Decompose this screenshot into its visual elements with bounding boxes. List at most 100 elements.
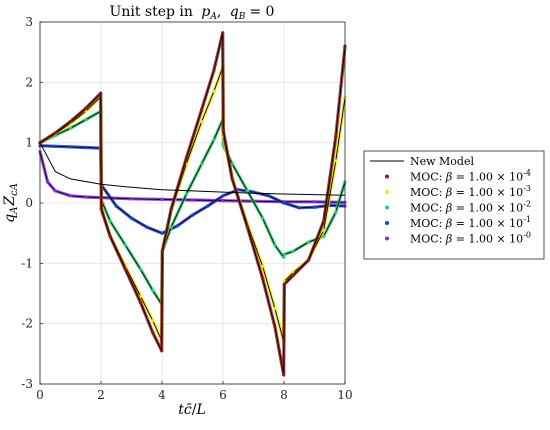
data-point bbox=[230, 162, 234, 166]
data-point bbox=[68, 194, 73, 198]
data-point bbox=[306, 240, 310, 244]
y-tick-label: -3 bbox=[21, 377, 33, 391]
legend-item: MOC: β = 1.00 × 10-1 bbox=[385, 215, 531, 230]
data-point bbox=[261, 276, 265, 280]
data-point bbox=[114, 204, 118, 208]
data-point bbox=[334, 210, 338, 214]
data-point bbox=[123, 267, 127, 271]
data-point bbox=[68, 119, 73, 124]
series-layer bbox=[38, 31, 347, 377]
data-point bbox=[84, 145, 88, 150]
data-point bbox=[282, 252, 286, 256]
legend-box bbox=[363, 150, 545, 260]
series-core-line bbox=[39, 145, 346, 234]
x-tick-label: 10 bbox=[337, 388, 352, 402]
data-point bbox=[212, 89, 216, 93]
data-point bbox=[221, 194, 225, 198]
data-point bbox=[322, 219, 326, 223]
data-point bbox=[139, 301, 143, 305]
data-point bbox=[99, 91, 103, 95]
data-point bbox=[261, 264, 265, 268]
data-point bbox=[200, 162, 204, 166]
ticks: 0 2 4 6 8 10 -3 -2 -1 0 1 2 3 bbox=[21, 15, 352, 402]
legend-marker-swatch bbox=[385, 205, 389, 210]
series-line bbox=[39, 142, 346, 196]
y-tick-label: -2 bbox=[21, 317, 33, 331]
x-tick-label: 6 bbox=[219, 388, 227, 402]
data-point bbox=[322, 228, 326, 232]
data-point bbox=[245, 189, 249, 193]
data-point bbox=[282, 255, 286, 259]
data-point bbox=[306, 258, 310, 262]
data-point bbox=[123, 243, 127, 247]
legend-marker-swatch bbox=[385, 221, 389, 225]
data-point bbox=[221, 199, 225, 203]
legend-item: New Model bbox=[370, 155, 474, 168]
data-point bbox=[108, 234, 112, 238]
data-point bbox=[108, 219, 112, 223]
data-point bbox=[312, 205, 317, 209]
data-point bbox=[53, 131, 57, 135]
x-tick-label: 4 bbox=[158, 388, 166, 402]
data-point bbox=[245, 225, 249, 229]
legend-item: MOC: β = 1.00 × 10-3 bbox=[385, 184, 531, 199]
data-point bbox=[129, 197, 134, 201]
data-point bbox=[169, 225, 173, 229]
data-point bbox=[99, 207, 103, 211]
data-point bbox=[273, 307, 277, 311]
data-point bbox=[297, 206, 301, 210]
data-point bbox=[160, 249, 164, 253]
data-point bbox=[291, 273, 295, 277]
legend-label: New Model bbox=[410, 155, 474, 168]
data-point bbox=[190, 198, 195, 202]
y-tick-label: -1 bbox=[21, 256, 33, 270]
series-0 bbox=[39, 142, 346, 196]
legend-item: MOC: β = 1.00 × 10-2 bbox=[385, 200, 531, 215]
data-point bbox=[68, 145, 73, 149]
data-point bbox=[151, 319, 155, 323]
data-point bbox=[139, 267, 143, 271]
data-point bbox=[151, 331, 155, 335]
data-point bbox=[221, 129, 225, 133]
legend-marker-swatch bbox=[385, 174, 389, 179]
data-point bbox=[190, 213, 195, 217]
data-point bbox=[46, 180, 50, 184]
legend-item: MOC: β = 1.00 × 10-0 bbox=[385, 231, 531, 246]
data-point bbox=[212, 68, 216, 72]
y-tick-label: 2 bbox=[25, 75, 33, 89]
data-point bbox=[145, 225, 149, 229]
legend-label: MOC: β = 1.00 × 10-1 bbox=[410, 215, 531, 230]
legend-label: MOC: β = 1.00 × 10-4 bbox=[410, 169, 531, 184]
legend-label: MOC: β = 1.00 × 10-3 bbox=[410, 184, 531, 199]
data-point bbox=[312, 200, 317, 204]
data-point bbox=[200, 119, 204, 124]
data-point bbox=[273, 325, 277, 329]
legend-item: MOC: β = 1.00 × 10-4 bbox=[385, 169, 531, 184]
legend-marker-swatch bbox=[385, 236, 389, 241]
data-point bbox=[200, 107, 204, 112]
data-point bbox=[273, 243, 277, 247]
data-point bbox=[84, 106, 88, 110]
series-1 bbox=[38, 31, 347, 377]
data-point bbox=[160, 197, 164, 201]
x-tick-label: 8 bbox=[280, 388, 288, 402]
data-point bbox=[84, 118, 88, 122]
data-point bbox=[230, 177, 234, 181]
data-point bbox=[322, 234, 326, 238]
y-tick-label: 0 bbox=[25, 196, 33, 210]
data-point bbox=[212, 138, 216, 142]
data-point bbox=[261, 216, 265, 220]
data-point bbox=[84, 195, 88, 199]
data-point bbox=[53, 144, 57, 148]
data-point bbox=[221, 31, 225, 35]
data-point bbox=[68, 126, 73, 130]
data-point bbox=[282, 282, 286, 286]
legend-label: MOC: β = 1.00 × 10-2 bbox=[410, 200, 531, 215]
data-point bbox=[282, 201, 286, 205]
data-point bbox=[169, 207, 173, 211]
data-point bbox=[184, 192, 188, 196]
data-point bbox=[160, 231, 164, 235]
y-tick-label: 1 bbox=[25, 136, 33, 150]
